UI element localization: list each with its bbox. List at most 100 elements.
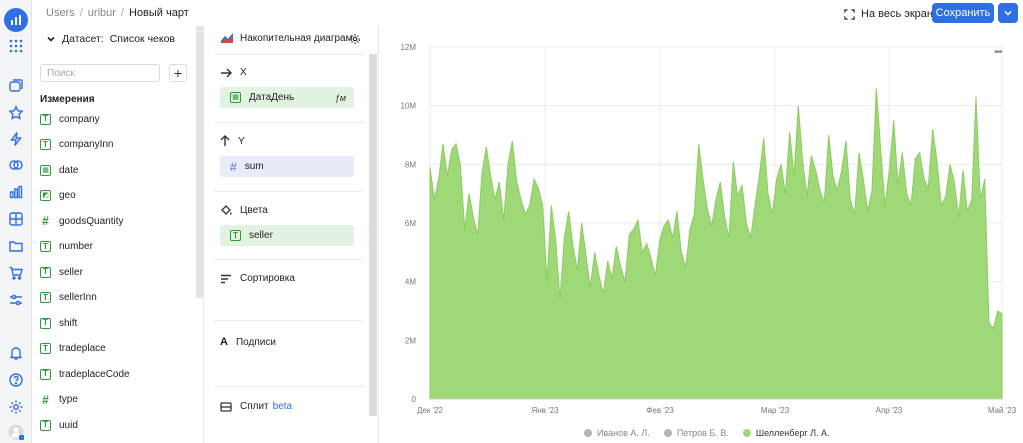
chart-legend: Иванов А. Л. Петров Б. В. Шелленберг Л. А. xyxy=(584,428,830,438)
breadcrumb-item-uribur[interactable]: uribur xyxy=(87,7,116,19)
marketplace-cart-icon[interactable] xyxy=(6,263,26,283)
search-input[interactable] xyxy=(40,64,160,82)
field-name: number xyxy=(59,241,93,252)
text-type-icon: T xyxy=(40,292,51,303)
apps-grid-icon[interactable] xyxy=(6,36,26,56)
x-field-name: ДатаДень xyxy=(249,92,295,103)
y-tick-label: 10M xyxy=(400,102,416,111)
text-type-icon: T xyxy=(40,343,51,354)
legend-dot-icon xyxy=(663,429,672,437)
breadcrumb-separator: / xyxy=(79,7,83,19)
area-chart[interactable]: 0 2M 4M 6M 8M 10M 12M Дек '22 Янв '23 Фев '23 Мар … xyxy=(380,26,1023,443)
sections-panel: Накопительная диаграм... X ▦ ДатаДень ƒм… xyxy=(204,26,369,443)
save-button[interactable]: Сохранить xyxy=(932,3,994,23)
colors-field-chip[interactable]: T seller xyxy=(220,225,354,246)
collections-icon[interactable] xyxy=(6,76,26,96)
section-x: X xyxy=(220,67,247,78)
section-y-label: Y xyxy=(238,135,245,147)
field-name: tradeplace xyxy=(59,343,106,354)
text-type-icon: T xyxy=(40,266,51,278)
legend-dot-icon xyxy=(584,429,592,437)
legend-item[interactable]: Петров Б. В. xyxy=(663,428,729,438)
chart-type-selector[interactable]: Накопительная диаграм... xyxy=(220,32,361,44)
dashboards-icon[interactable] xyxy=(6,209,26,229)
folder-icon[interactable] xyxy=(6,236,26,256)
field-item[interactable]: ▦ date xyxy=(40,161,78,179)
left-rail xyxy=(0,0,32,443)
field-item[interactable]: ◩ geo xyxy=(40,187,76,205)
fullscreen-label: На весь экран xyxy=(861,8,933,20)
y-field-chip[interactable]: # sum xyxy=(220,156,354,177)
hash-icon: # xyxy=(230,159,237,174)
fullscreen-button[interactable]: На весь экран xyxy=(844,5,933,23)
y-tick-label: 0 xyxy=(412,395,417,404)
dimensions-title: Измерения xyxy=(40,94,95,105)
text-type-icon: T xyxy=(40,139,51,150)
field-name: date xyxy=(59,164,79,176)
text-type-icon: T xyxy=(40,419,51,431)
sections-scrollbar[interactable] xyxy=(369,54,377,416)
legend-label: Петров Б. В. xyxy=(676,428,729,438)
field-name: sellerInn xyxy=(59,292,97,303)
divider xyxy=(214,191,364,192)
dataset-scrollbar[interactable] xyxy=(196,26,204,298)
breadcrumb-separator: / xyxy=(120,7,124,19)
x-tick-label: Фев '23 xyxy=(646,406,674,415)
colors-field-name: seller xyxy=(249,230,273,241)
chart-menu-button[interactable]: ••• xyxy=(994,47,1002,58)
divider xyxy=(214,386,364,387)
notifications-bell-icon[interactable] xyxy=(6,343,26,363)
chart-settings-gear-icon[interactable] xyxy=(349,33,361,45)
field-name: company xyxy=(59,113,100,125)
dataset-selector[interactable]: Датасет: Список чеков xyxy=(46,33,175,45)
area-chart-icon xyxy=(220,33,234,43)
section-split[interactable]: Сплит beta xyxy=(220,401,292,412)
function-badge[interactable]: ƒм xyxy=(334,92,346,103)
help-icon[interactable] xyxy=(6,370,26,390)
y-tick-label: 4M xyxy=(405,278,416,287)
save-options-button[interactable] xyxy=(998,3,1018,23)
add-field-button[interactable]: + xyxy=(169,64,187,82)
sort-icon xyxy=(221,274,231,283)
section-labels-label: Подписи xyxy=(235,336,276,348)
x-tick-label: Апр '23 xyxy=(876,406,903,415)
page-title: Новый чарт xyxy=(128,7,189,19)
breadcrumb: Users / uribur / Новый чарт xyxy=(46,7,189,19)
field-item[interactable]: # goodsQuantity xyxy=(40,212,123,230)
geo-type-icon: ◩ xyxy=(40,190,51,201)
breadcrumb-item-users[interactable]: Users xyxy=(46,7,75,19)
beta-badge: beta xyxy=(272,401,293,412)
section-labels[interactable]: A Подписи xyxy=(220,336,276,348)
number-type-icon: # xyxy=(42,392,49,407)
connections-bolt-icon[interactable] xyxy=(6,129,26,149)
datalens-logo-icon[interactable] xyxy=(4,8,28,32)
x-field-chip[interactable]: ▦ ДатаДень ƒм xyxy=(220,87,354,108)
section-sort[interactable]: Сортировка xyxy=(220,273,295,284)
expand-icon xyxy=(844,8,855,20)
charts-icon[interactable] xyxy=(6,182,26,202)
section-x-label: X xyxy=(240,67,247,78)
top-bar: Users / uribur / Новый чарт На весь экран Со… xyxy=(32,0,1023,26)
datasets-icon[interactable] xyxy=(6,155,26,175)
field-name: type xyxy=(59,394,78,405)
legend-item[interactable]: Шелленберг Л. А. xyxy=(742,428,830,438)
field-item[interactable]: # type xyxy=(40,391,78,409)
divider xyxy=(214,122,364,123)
chart-area: 0 2M 4M 6M 8M 10M 12M Дек '22 Янв '23 Фев '23 Мар … xyxy=(380,26,1023,443)
favorites-star-icon[interactable] xyxy=(6,103,26,123)
legend-item[interactable]: Иванов А. Л. xyxy=(584,428,650,438)
gear-icon[interactable] xyxy=(6,397,26,417)
chevron-down-icon xyxy=(47,36,55,42)
settings-sliders-icon[interactable] xyxy=(6,290,26,310)
x-tick-label: Май '23 xyxy=(988,406,1017,415)
avatar[interactable] xyxy=(6,422,26,442)
